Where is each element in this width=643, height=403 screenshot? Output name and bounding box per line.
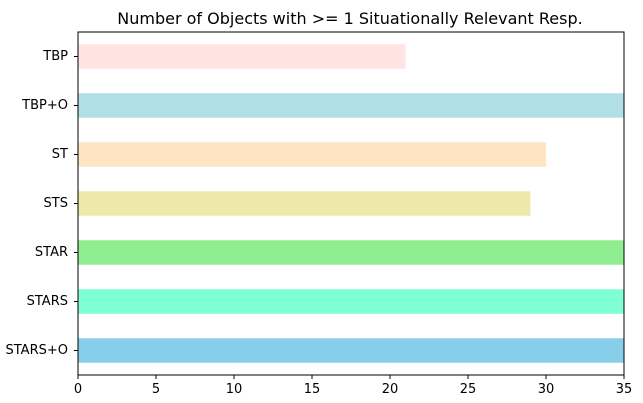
- y-tick-label: TBP+O: [21, 98, 68, 113]
- x-tick-label: 35: [616, 382, 633, 397]
- x-axis: 0 5 10 15 20 25 30 35: [74, 375, 632, 397]
- x-tick-label: 5: [152, 382, 160, 397]
- x-tick-label: 25: [460, 382, 477, 397]
- y-axis: TBP TBP+O ST STS STAR STARS STARS+O: [6, 49, 78, 358]
- y-tick-label: STARS+O: [6, 343, 69, 358]
- y-tick-label: STS: [44, 196, 68, 211]
- bar-stars: [78, 289, 624, 314]
- y-tick-label: STARS: [27, 294, 68, 309]
- y-tick-label: ST: [52, 147, 68, 162]
- x-tick-label: 10: [226, 382, 243, 397]
- bar-group: [78, 44, 624, 363]
- bar-sts: [78, 191, 531, 216]
- plot-frame: [77, 31, 625, 376]
- bar-st: [78, 142, 546, 167]
- x-tick-label: 20: [382, 382, 399, 397]
- chart-title: Number of Objects with >= 1 Situationall…: [117, 9, 582, 28]
- y-tick-label: TBP: [42, 49, 68, 64]
- x-tick-label: 30: [538, 382, 555, 397]
- x-tick-label: 15: [304, 382, 321, 397]
- bar-tbp: [78, 44, 406, 69]
- bar-star: [78, 240, 624, 265]
- bar-stars-o: [78, 338, 624, 363]
- y-tick-label: STAR: [35, 245, 68, 260]
- x-tick-label: 0: [74, 382, 82, 397]
- bar-tbp-o: [78, 93, 624, 118]
